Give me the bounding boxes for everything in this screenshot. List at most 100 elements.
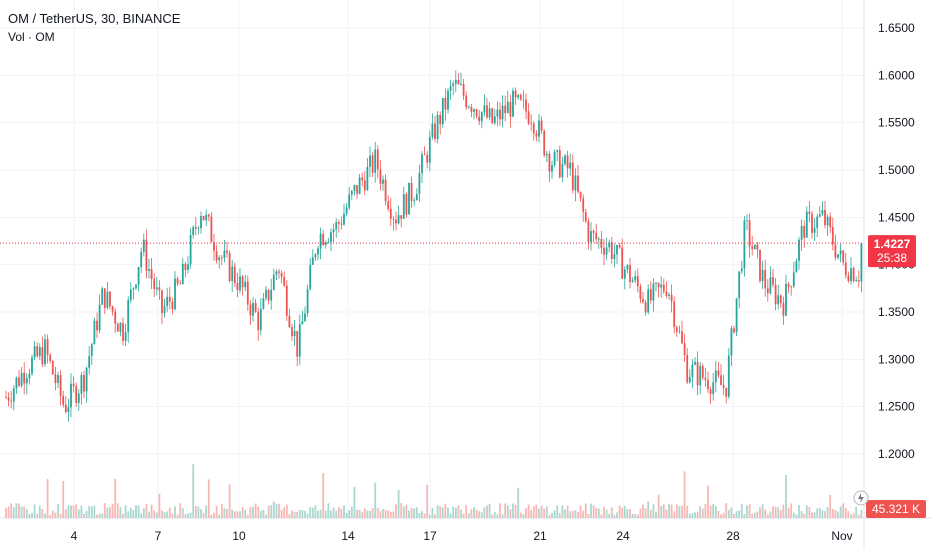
volume-bar [764, 509, 767, 518]
candle-body [847, 275, 850, 282]
lightning-icon-glyph [858, 493, 864, 503]
volume-bar [330, 510, 332, 518]
volume-bar [402, 506, 405, 518]
volume-bar [51, 510, 54, 518]
x-tick-label: 17 [423, 529, 437, 543]
volume-bar [691, 513, 694, 518]
y-tick-label: 1.2000 [878, 447, 915, 461]
candle-body [337, 222, 340, 224]
candle-body [387, 201, 390, 209]
volume-bar [337, 506, 340, 518]
volume-bar [473, 507, 475, 518]
volume-bar [631, 513, 634, 518]
volume-bar [85, 510, 88, 518]
volume-bar [49, 514, 52, 518]
candle-body [522, 99, 525, 101]
candle-body [688, 377, 691, 383]
volume-bar [610, 507, 613, 518]
candle-body [330, 232, 332, 242]
volume-bar [335, 510, 338, 518]
candle-body [857, 280, 860, 282]
candle-body [434, 123, 436, 139]
volume-bar [595, 507, 598, 518]
volume-bar [480, 512, 483, 518]
candle-body [358, 177, 361, 194]
candle-body [452, 83, 455, 86]
candle-body [634, 276, 637, 281]
volume-bar [800, 511, 803, 518]
y-tick-label: 1.3500 [878, 305, 915, 319]
volume-label: Vol · OM [8, 30, 55, 44]
chart-header: OM / TetherUS, 30, BINANCE Vol · OM [8, 10, 180, 46]
volume-bar [652, 504, 655, 518]
volume-bar [569, 511, 572, 518]
volume-bar [44, 513, 46, 518]
volume-bar [431, 507, 434, 518]
volume-bar [132, 509, 135, 518]
candle-body [514, 90, 517, 98]
candle-body [166, 296, 169, 307]
candle-body [54, 374, 57, 383]
candle-body [28, 373, 31, 379]
volume-bar [444, 503, 447, 518]
volume-bar [743, 513, 746, 518]
volume-bar [844, 508, 847, 518]
candle-body [441, 97, 444, 125]
volume-bar [369, 510, 371, 518]
volume-bar [644, 508, 647, 518]
volume-bar [241, 506, 244, 518]
volume-bar [88, 506, 91, 518]
candle-body [439, 114, 442, 125]
candle-body [740, 268, 743, 272]
volume-bar [397, 489, 400, 518]
volume-bar [46, 478, 49, 518]
candle-body [852, 268, 855, 282]
volume-bar [678, 506, 681, 518]
candle-body [80, 375, 83, 394]
candle-body [556, 150, 559, 152]
volume-bar [296, 511, 299, 518]
candle-body [751, 246, 754, 250]
candle-body [691, 364, 694, 378]
volume-bar [761, 504, 764, 518]
candle-body [670, 294, 673, 302]
volume-bar [418, 513, 421, 518]
volume-bar [343, 505, 345, 518]
candle-body [205, 214, 208, 221]
volume-bar [746, 505, 748, 518]
volume-bar [124, 505, 127, 518]
volume-bar [457, 505, 460, 518]
candle-body [192, 227, 195, 236]
candle-body [621, 247, 624, 279]
volume-bar [785, 475, 787, 518]
volume-bar [532, 506, 535, 518]
candle-body [353, 185, 356, 191]
volume-bar [571, 510, 574, 518]
candle-body [402, 194, 405, 219]
volume-bar [62, 480, 65, 518]
volume-bar [348, 509, 351, 518]
volume-bar [681, 505, 683, 518]
candle-body [616, 245, 618, 255]
candle-body [592, 231, 595, 233]
candle-body [64, 404, 67, 413]
candle-body [38, 347, 41, 357]
candle-body [548, 153, 551, 172]
volume-bar [358, 509, 361, 518]
volume-bar [527, 504, 530, 518]
candle-body [392, 218, 395, 220]
volume-bar [665, 509, 668, 518]
candle-body [842, 250, 845, 263]
candle-body [504, 105, 507, 114]
volume-bar [816, 508, 819, 518]
candle-body [296, 330, 299, 357]
volume-bar [210, 514, 213, 518]
volume-bar [127, 511, 130, 518]
candle-body [298, 324, 301, 357]
volume-bar [777, 507, 780, 518]
volume-bar [239, 511, 241, 518]
candle-body [207, 214, 210, 217]
volume-bar [699, 506, 702, 518]
